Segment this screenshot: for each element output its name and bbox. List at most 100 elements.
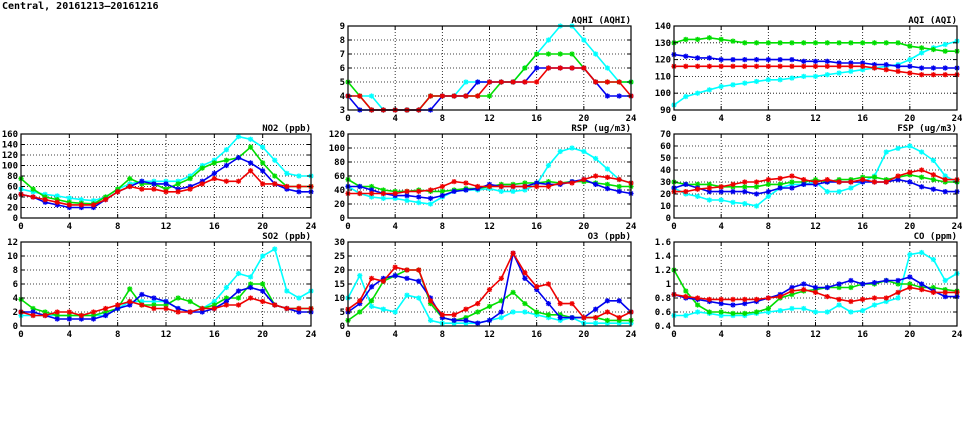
data-point [439,193,445,199]
y-tick-label: 20 [7,204,18,214]
data-point [801,305,807,312]
data-point [848,284,854,291]
data-point [175,181,181,187]
data-point [930,46,937,53]
data-point [223,302,230,308]
data-point [694,193,701,199]
data-point [368,284,375,290]
y-tick-label: 100 [329,144,345,154]
data-point [42,197,48,203]
data-point [380,195,386,201]
x-tick-label: 0 [345,222,350,232]
y-tick-label: 20 [334,266,345,276]
data-point [368,298,375,304]
data-point [498,309,504,315]
data-point [380,190,386,197]
data-point [247,144,254,150]
y-tick-label: 60 [7,183,18,193]
data-point [616,315,622,321]
data-point [730,57,736,63]
data-point [486,287,493,293]
x-tick-label: 12 [161,222,172,232]
data-point [860,281,866,287]
y-tick-label: 25 [334,252,345,262]
y-tick-label: 4 [340,92,346,102]
data-point [683,189,689,195]
series-line [347,269,631,322]
data-point [102,312,109,319]
data-point [942,277,948,284]
series-red [671,63,960,78]
data-point [895,145,901,151]
data-point [812,58,819,64]
data-point [616,176,622,183]
data-point [930,65,937,71]
data-point [545,183,552,190]
data-point [581,315,587,321]
data-point [801,287,807,293]
data-point [451,179,457,185]
y-tick-label: 120 [329,130,345,140]
x-tick-label: 20 [904,330,915,340]
data-point [718,83,724,90]
data-point [919,174,925,180]
data-point [260,281,266,287]
data-point [102,305,109,312]
data-point [66,316,72,322]
data-point [706,197,712,203]
data-point [777,294,783,300]
data-point [534,183,540,190]
y-tick-label: 0.4 [655,322,672,332]
data-point [848,40,854,46]
data-point [545,301,552,307]
x-tick-label: 12 [484,330,495,340]
data-point [836,302,842,308]
data-point [907,284,913,291]
data-point [139,302,145,308]
data-point [223,147,230,153]
data-point [380,306,386,312]
y-tick-label: 120 [655,56,671,66]
y-tick-label: 140 [2,141,18,151]
y-tick-label: 1.6 [655,238,671,248]
data-point [534,79,540,85]
data-point [919,45,925,51]
data-point [883,67,889,73]
x-tick-label: 8 [440,222,445,232]
data-point [151,305,157,312]
data-point [357,190,363,197]
data-point [439,188,445,194]
chart-title: RSP (ug/m3) [571,124,631,134]
y-tick-label: 9 [340,22,345,32]
y-tick-label: 1.2 [655,266,671,276]
data-point [789,57,795,63]
data-point [175,189,181,195]
y-tick-label: 0 [666,214,671,224]
data-point [66,309,72,315]
data-point [801,63,807,69]
data-point [895,68,901,74]
series-red [671,167,960,195]
data-point [427,93,434,99]
x-tick-label: 20 [257,222,268,232]
data-point [223,157,230,163]
data-point [78,202,85,208]
x-tick-label: 24 [626,222,637,232]
data-point [706,185,712,191]
y-tick-label: 0.8 [655,294,671,304]
data-point [66,202,72,208]
data-point [604,174,611,180]
x-tick-label: 24 [306,222,317,232]
y-tick-label: 8 [340,36,345,46]
data-point [593,51,599,57]
y-tick-label: 8 [13,266,18,276]
data-point [175,309,181,315]
data-point [942,294,948,300]
data-point [883,295,889,301]
data-point [163,181,169,187]
data-point [824,309,830,315]
data-point [475,320,481,326]
y-tick-label: 70 [660,130,671,140]
data-point [907,70,913,76]
data-point [907,252,913,258]
